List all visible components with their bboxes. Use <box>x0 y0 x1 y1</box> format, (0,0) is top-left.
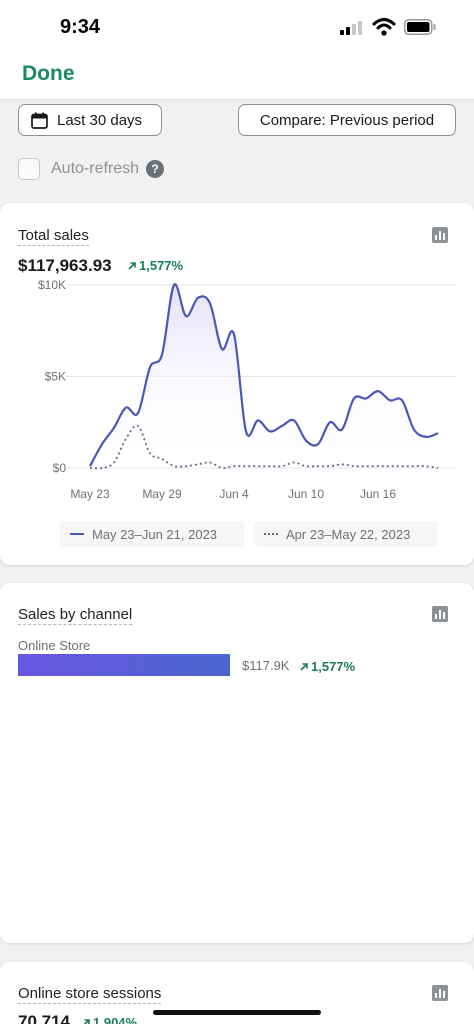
legend-current-period[interactable]: May 23–Jun 21, 2023 <box>60 521 244 547</box>
y-tick-label: $10K <box>38 278 66 292</box>
sales-by-channel-card: Sales by channel Online Store $117.9K 1,… <box>0 583 474 943</box>
filter-controls: Last 30 days Compare: Previous period Au… <box>0 101 474 203</box>
legend-previous-period[interactable]: Apr 23–May 22, 2023 <box>254 521 438 547</box>
sessions-value: 70,714 <box>18 1012 70 1024</box>
total-sales-chart: $0 $5K $10K May 23 May 29 Jun 4 Jun 10 Jun 16 <box>38 278 456 501</box>
legend-current-label: May 23–Jun 21, 2023 <box>92 526 218 542</box>
x-tick-label: Jun 10 <box>288 487 324 501</box>
total-sales-growth-value: 1,577% <box>139 258 184 273</box>
x-tick-label: Jun 16 <box>360 487 396 501</box>
status-bar: 9:34 <box>0 0 474 56</box>
series-area-current <box>90 284 438 468</box>
arrow-up-right-icon <box>300 662 308 671</box>
x-tick-label: May 29 <box>142 487 182 501</box>
date-range-label: Last 30 days <box>57 111 143 129</box>
x-tick-label: Jun 4 <box>219 487 249 501</box>
channel-bar-online-store <box>18 654 230 676</box>
total-sales-value: $117,963.93 <box>18 256 112 275</box>
arrow-up-right-icon <box>128 261 136 270</box>
x-tick-label: May 23 <box>70 487 110 501</box>
y-tick-label: $0 <box>53 461 67 475</box>
channel-growth: 1,577% <box>300 659 355 674</box>
wifi-icon <box>372 18 396 36</box>
bar-chart-icon[interactable] <box>432 606 448 622</box>
y-tick-label: $5K <box>45 370 66 384</box>
bar-chart-icon[interactable] <box>432 227 448 243</box>
legend-previous-label: Apr 23–May 22, 2023 <box>286 526 411 542</box>
sessions-title[interactable]: Online store sessions <box>18 985 162 1004</box>
auto-refresh-row: Auto-refresh ? <box>18 157 165 181</box>
bar-chart-icon[interactable] <box>432 985 448 1001</box>
channel-value: $117.9K <box>242 658 290 673</box>
total-sales-card: Total sales $117,963.93 1,577% $0 $5K $10K… <box>0 203 474 565</box>
nav-bar: Done <box>0 56 474 100</box>
legend-solid-line <box>70 533 84 535</box>
compare-button[interactable]: Compare: Previous period <box>238 104 456 136</box>
channel-growth-value: 1,577% <box>311 659 356 674</box>
sales-by-channel-title[interactable]: Sales by channel <box>18 606 133 625</box>
home-indicator <box>153 1010 321 1015</box>
battery-icon <box>404 19 436 35</box>
total-sales-title[interactable]: Total sales <box>18 227 89 246</box>
compare-label: Compare: Previous period <box>259 111 435 129</box>
sessions-growth: 1,904% <box>82 1015 137 1024</box>
auto-refresh-label: Auto-refresh <box>51 160 140 177</box>
status-time: 9:34 <box>60 16 101 38</box>
series-line-current <box>89 283 439 467</box>
channel-label-online-store: Online Store <box>18 638 91 653</box>
series-line-previous <box>89 424 439 470</box>
date-range-button[interactable]: Last 30 days <box>18 104 162 136</box>
total-sales-growth: 1,577% <box>128 258 183 273</box>
sessions-growth-value: 1,904% <box>93 1015 138 1024</box>
signal-icon <box>340 21 364 35</box>
calendar-icon <box>31 112 48 129</box>
legend-dotted-line <box>264 533 278 535</box>
done-button[interactable]: Done <box>22 62 75 85</box>
arrow-up-right-icon <box>83 1018 90 1024</box>
auto-refresh-checkbox[interactable] <box>18 158 40 180</box>
help-icon[interactable]: ? <box>146 160 165 178</box>
